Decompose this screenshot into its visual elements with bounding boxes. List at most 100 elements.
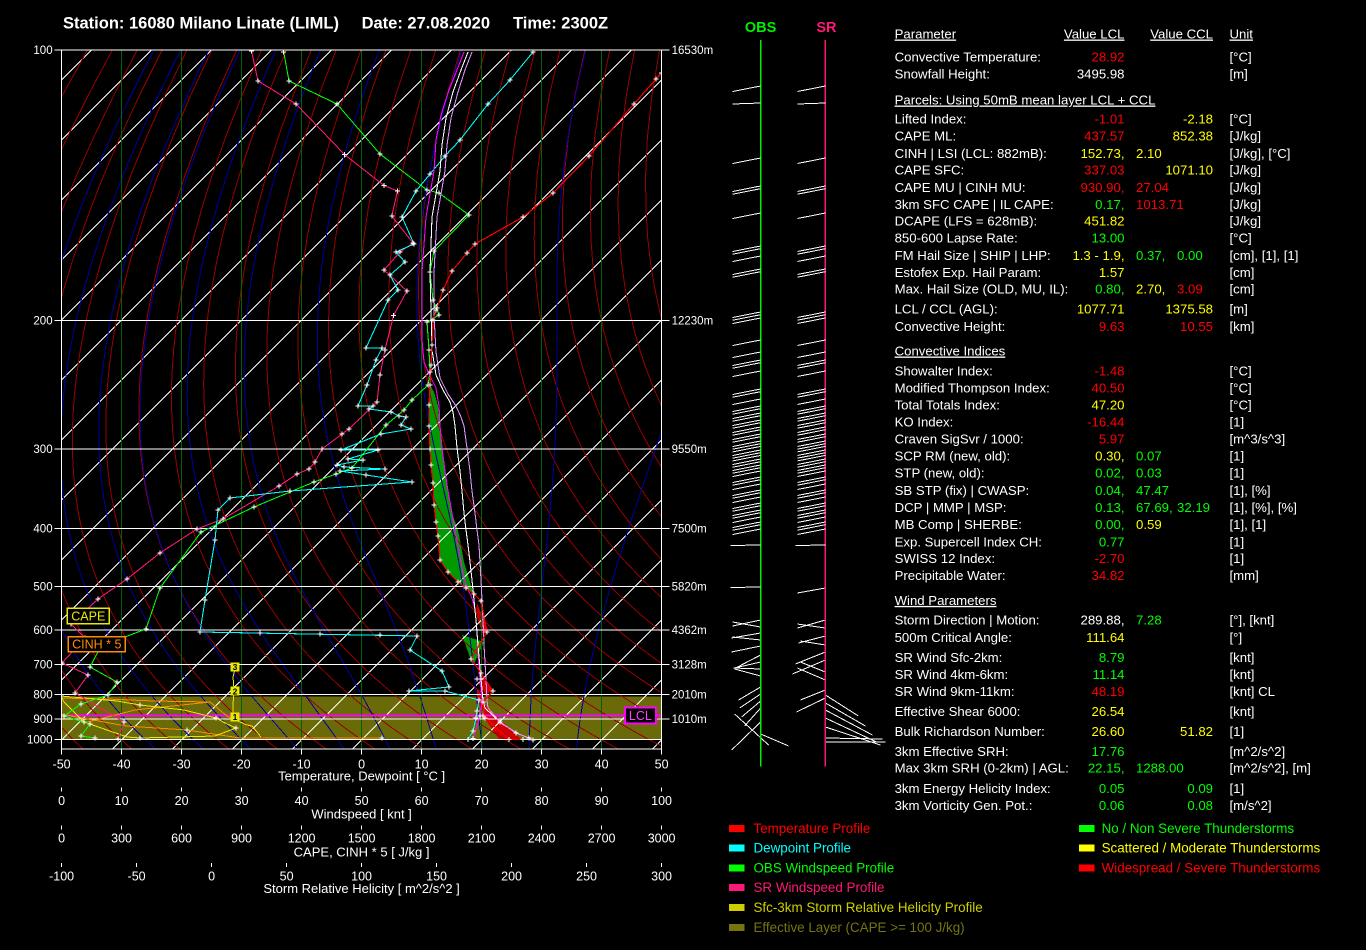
svg-text:-16.44: -16.44 (1087, 415, 1124, 430)
svg-text:0.03: 0.03 (1136, 466, 1162, 481)
svg-text:[1]: [1] (1230, 781, 1245, 796)
svg-text:1: 1 (233, 712, 238, 722)
svg-text:MB Comp | SHERBE:: MB Comp | SHERBE: (895, 517, 1022, 532)
svg-text:30: 30 (535, 758, 549, 772)
svg-text:3.09: 3.09 (1177, 282, 1203, 297)
svg-text:Total Totals Index:: Total Totals Index: (895, 398, 1000, 413)
svg-text:0.08: 0.08 (1187, 798, 1213, 813)
svg-text:1288.00: 1288.00 (1136, 761, 1184, 776)
svg-text:50: 50 (655, 758, 669, 772)
svg-text:100: 100 (351, 870, 372, 884)
svg-text:3km Energy Helicity Index:: 3km Energy Helicity Index: (895, 781, 1051, 796)
svg-text:900: 900 (33, 714, 52, 726)
svg-text:90: 90 (595, 794, 609, 808)
svg-text:500: 500 (33, 581, 52, 593)
svg-text:250: 250 (576, 870, 597, 884)
svg-text:152.73,: 152.73, (1081, 146, 1125, 161)
svg-text:7500m: 7500m (672, 524, 707, 536)
svg-text:48.19: 48.19 (1091, 684, 1124, 699)
svg-text:10.55: 10.55 (1180, 319, 1213, 334)
svg-text:30: 30 (235, 794, 249, 808)
svg-text:2100: 2100 (468, 832, 496, 846)
svg-text:9550m: 9550m (672, 444, 707, 456)
svg-text:850-600 Lapse Rate:: 850-600 Lapse Rate: (895, 231, 1018, 246)
svg-text:Lifted Index:: Lifted Index: (895, 112, 967, 127)
svg-text:[1]: [1] (1230, 724, 1245, 739)
svg-text:Estofex Exp. Hail Param:: Estofex Exp. Hail Param: (895, 265, 1042, 280)
svg-text:289.88,: 289.88, (1081, 613, 1125, 628)
svg-text:50: 50 (280, 870, 294, 884)
svg-text:Sfc-3km Storm Relative Helicit: Sfc-3km Storm Relative Helicity Profile (754, 900, 983, 915)
svg-text:-10: -10 (293, 758, 311, 772)
svg-text:-30: -30 (173, 758, 191, 772)
svg-text:[J/kg]: [J/kg] (1230, 163, 1262, 178)
svg-text:11.14: 11.14 (1092, 667, 1124, 682)
svg-text:Effective Shear 6000:: Effective Shear 6000: (895, 704, 1021, 719)
svg-text:337.03: 337.03 (1084, 163, 1124, 178)
svg-text:[knt]: [knt] (1230, 667, 1255, 682)
svg-text:Modified Thompson Index:: Modified Thompson Index: (895, 381, 1050, 396)
svg-text:LCL: LCL (629, 709, 652, 723)
svg-text:1071.10: 1071.10 (1165, 163, 1213, 178)
svg-text:[°C]: [°C] (1230, 398, 1252, 413)
svg-text:3128m: 3128m (672, 660, 707, 672)
svg-text:17.76: 17.76 (1091, 744, 1124, 759)
svg-text:0.77: 0.77 (1099, 534, 1125, 549)
svg-text:67.69,: 67.69, (1136, 500, 1173, 515)
svg-text:Wind Parameters: Wind Parameters (895, 593, 997, 608)
svg-text:10: 10 (415, 758, 429, 772)
svg-text:[cm], [1], [1]: [cm], [1], [1] (1230, 248, 1299, 263)
svg-text:[1]: [1] (1230, 534, 1245, 549)
svg-text:[m]: [m] (1230, 302, 1248, 317)
svg-text:34.82: 34.82 (1091, 568, 1124, 583)
svg-text:0.37,: 0.37, (1136, 248, 1165, 263)
svg-text:[cm]: [cm] (1230, 282, 1255, 297)
svg-text:SR Wind 9km-11km:: SR Wind 9km-11km: (895, 684, 1015, 699)
svg-text:Date: 27.08.2020: Date: 27.08.2020 (362, 15, 490, 33)
svg-text:2.10: 2.10 (1136, 146, 1162, 161)
svg-text:CINH | LSI (LCL: 882mB):: CINH | LSI (LCL: 882mB): (895, 146, 1047, 161)
svg-text:Storm Relative Helicity [ m^2/: Storm Relative Helicity [ m^2/s^2 ] (263, 881, 459, 896)
svg-text:[°C]: [°C] (1230, 364, 1252, 379)
svg-text:SB STP (fix) | CWASP:: SB STP (fix) | CWASP: (895, 483, 1030, 498)
svg-text:4362m: 4362m (672, 625, 707, 637)
svg-text:[m/s^2]: [m/s^2] (1230, 798, 1272, 813)
svg-text:SCP RM (new, old):: SCP RM (new, old): (895, 449, 1011, 464)
svg-text:SR Wind Sfc-2km:: SR Wind Sfc-2km: (895, 650, 1003, 665)
svg-text:[J/kg]: [J/kg] (1230, 214, 1262, 229)
svg-text:[m^2/s^2]: [m^2/s^2] (1230, 744, 1286, 759)
svg-text:Showalter Index:: Showalter Index: (895, 364, 993, 379)
svg-text:Convective Indices: Convective Indices (895, 344, 1006, 359)
svg-text:100: 100 (33, 45, 52, 57)
svg-text:Windspeed [ knt ]: Windspeed [ knt ] (311, 807, 411, 822)
svg-text:0.09: 0.09 (1187, 781, 1213, 796)
svg-text:2400: 2400 (528, 832, 556, 846)
svg-text:0: 0 (58, 832, 65, 846)
svg-text:Precipitable Water:: Precipitable Water: (895, 568, 1006, 583)
svg-text:Parameter: Parameter (895, 27, 957, 42)
svg-text:[cm]: [cm] (1230, 265, 1255, 280)
svg-text:5820m: 5820m (672, 581, 707, 593)
svg-text:SR Windspeed Profile: SR Windspeed Profile (754, 880, 885, 895)
svg-text:CAPE, CINH * 5 [ J/kg ]: CAPE, CINH * 5 [ J/kg ] (294, 845, 430, 860)
svg-text:111.64: 111.64 (1086, 630, 1124, 645)
svg-text:[1]: [1] (1230, 466, 1245, 481)
svg-text:Convective Height:: Convective Height: (895, 319, 1006, 334)
svg-text:0.04,: 0.04, (1095, 483, 1124, 498)
svg-text:STP (new, old):: STP (new, old): (895, 466, 985, 481)
svg-text:0.13,: 0.13, (1095, 500, 1124, 515)
svg-text:Convective Temperature:: Convective Temperature: (895, 50, 1041, 65)
svg-text:Storm Direction | Motion:: Storm Direction | Motion: (895, 613, 1040, 628)
svg-text:[mm]: [mm] (1230, 568, 1259, 583)
svg-text:3km SFC CAPE | IL CAPE:: 3km SFC CAPE | IL CAPE: (895, 197, 1054, 212)
svg-text:1375.58: 1375.58 (1165, 302, 1213, 317)
svg-text:CAPE SFC:: CAPE SFC: (895, 163, 965, 178)
svg-text:1.57: 1.57 (1099, 265, 1125, 280)
svg-text:0.59: 0.59 (1136, 517, 1162, 532)
svg-text:CINH * 5: CINH * 5 (72, 637, 121, 651)
svg-text:Temperature Profile: Temperature Profile (754, 821, 871, 836)
svg-text:SWISS 12 Index:: SWISS 12 Index: (895, 551, 995, 566)
svg-text:0.80,: 0.80, (1095, 282, 1124, 297)
svg-text:10: 10 (115, 794, 129, 808)
svg-text:1000: 1000 (27, 735, 53, 747)
